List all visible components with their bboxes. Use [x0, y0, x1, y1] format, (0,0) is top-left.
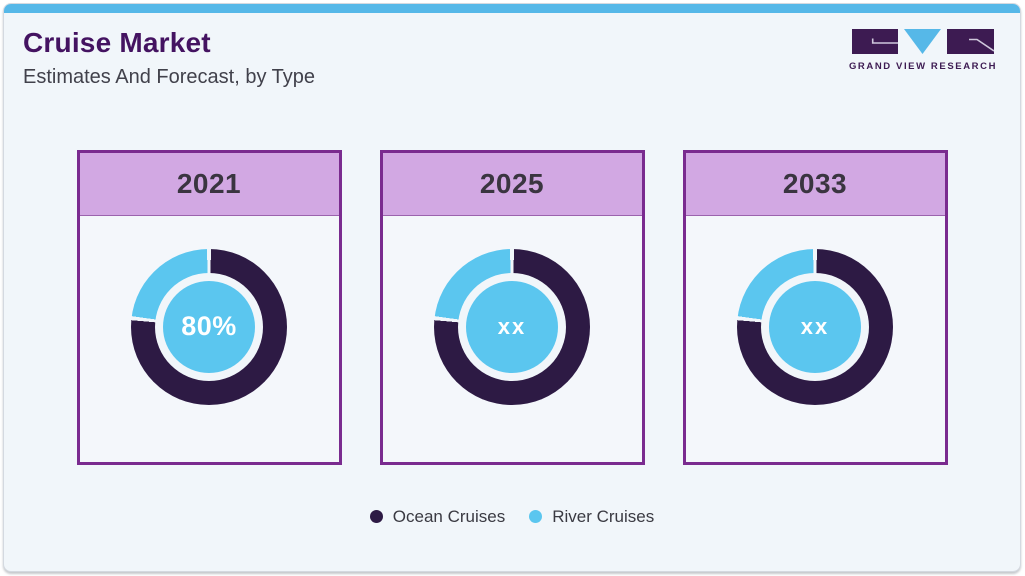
year-label: 2021: [176, 167, 242, 199]
year-label: 2025: [479, 167, 545, 199]
legend-label: River Cruises: [552, 506, 655, 526]
legend-item-ocean-cruises: Ocean Cruises: [369, 506, 506, 527]
logo-r-glyph: [969, 38, 994, 52]
logo-r-block: [947, 29, 994, 54]
top-accent-bar: [4, 4, 1020, 13]
legend-label: Ocean Cruises: [392, 506, 506, 526]
logo-v-triangle-icon: [904, 29, 941, 54]
logo-g-block: [852, 29, 898, 54]
page-header: Cruise Market Estimates And Forecast, by…: [4, 13, 1020, 90]
donut-center: xx: [466, 280, 558, 373]
year-card-body: xx: [383, 216, 642, 462]
year-card-2033: 2033 xx: [682, 149, 948, 465]
chart-legend: Ocean Cruises River Cruises: [4, 507, 1020, 527]
donut-chart-2033: xx: [737, 248, 893, 405]
donut-center-value: xx: [800, 313, 830, 339]
page-title: Cruise Market: [23, 27, 211, 58]
year-card-header: 2033: [685, 152, 945, 216]
donut-center-value: 80%: [181, 311, 237, 342]
year-card-2025: 2025 xx: [379, 149, 645, 465]
river-cruises-dot-icon: [529, 510, 543, 524]
year-card-header: 2021: [79, 152, 339, 216]
logo-brand-text: GRAND VIEW RESEARCH: [848, 61, 998, 72]
page-subtitle: Estimates And Forecast, by Type: [23, 65, 315, 88]
grand-view-research-logo: GRAND VIEW RESEARCH: [848, 29, 998, 72]
donut-center-value: xx: [497, 313, 527, 339]
year-card-header: 2025: [382, 152, 642, 216]
legend-item-river-cruises: River Cruises: [529, 507, 654, 527]
ocean-cruises-dot-icon: [369, 510, 383, 524]
donut-center: 80%: [163, 280, 255, 373]
donut-center: xx: [769, 280, 861, 373]
gvr-logo-icon: [852, 29, 994, 54]
donut-hole: xx: [761, 272, 869, 381]
year-cards-row: 2021 80% 2025: [4, 149, 1020, 465]
year-label: 2033: [782, 167, 848, 199]
donut-hole: xx: [458, 272, 566, 381]
donut-hole: 80%: [155, 272, 263, 381]
infographic-card: Cruise Market Estimates And Forecast, by…: [3, 3, 1021, 572]
title-block: Cruise Market Estimates And Forecast, by…: [23, 26, 315, 90]
year-card-body: xx: [686, 216, 945, 462]
logo-g-glyph: [871, 38, 898, 44]
year-card-body: 80%: [80, 216, 339, 462]
donut-chart-2021: 80%: [131, 248, 287, 405]
year-card-2021: 2021 80%: [76, 149, 342, 465]
donut-chart-2025: xx: [434, 248, 590, 405]
